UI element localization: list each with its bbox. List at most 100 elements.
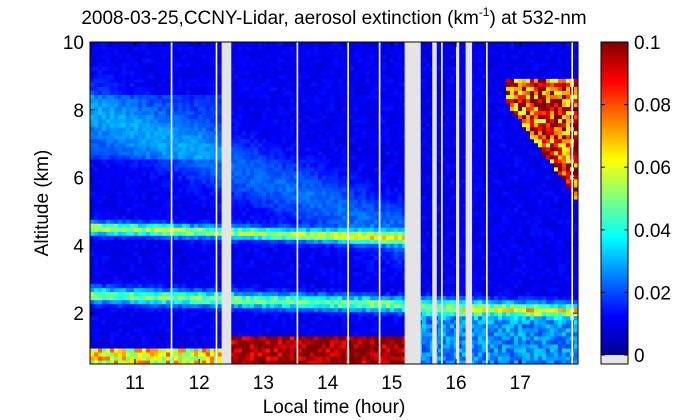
heatmap-cell (98, 307, 103, 313)
heatmap-cell (298, 239, 303, 244)
heatmap-cell (102, 299, 107, 305)
heatmap-cell (146, 351, 151, 357)
heatmap-cell (174, 178, 179, 184)
heatmap-cell (178, 90, 183, 95)
heatmap-cell (142, 203, 147, 208)
heatmap-cell (254, 70, 259, 75)
heatmap-cell (150, 235, 155, 240)
heatmap-cell (110, 58, 115, 63)
heatmap-cell (246, 235, 251, 240)
heatmap-cell (246, 279, 251, 285)
heatmap-cell (210, 74, 215, 79)
heatmap-cell (106, 319, 111, 325)
heatmap-cell (298, 142, 303, 148)
heatmap-cell (322, 182, 327, 188)
heatmap-cell (302, 110, 307, 116)
heatmap-cell (166, 259, 171, 264)
heatmap-cell (178, 279, 183, 285)
heatmap-cell (258, 255, 263, 260)
heatmap-cell (230, 102, 235, 108)
heatmap-cell (238, 186, 243, 192)
heatmap-cell (334, 122, 339, 128)
heatmap-cell (142, 182, 147, 188)
heatmap-cell (98, 271, 103, 277)
heatmap-cell (294, 146, 299, 152)
heatmap-cell (126, 186, 131, 192)
heatmap-cell (150, 215, 155, 220)
heatmap-cell (230, 126, 235, 132)
heatmap-cell (130, 150, 135, 156)
heatmap-cell (98, 134, 103, 140)
heatmap-cell (138, 311, 143, 317)
heatmap-cell (298, 339, 303, 345)
heatmap-cell (334, 295, 339, 301)
heatmap-cell (234, 154, 239, 160)
heatmap-cell (234, 339, 239, 345)
heatmap-cell (118, 323, 123, 329)
heatmap-cell (266, 118, 271, 124)
heatmap-cell (90, 142, 95, 148)
heatmap-cell (294, 323, 299, 329)
heatmap-cell (94, 331, 99, 337)
heatmap-cell (150, 150, 155, 156)
heatmap-cell (98, 86, 103, 91)
heatmap-cell (106, 186, 111, 192)
heatmap-cell (210, 323, 215, 329)
heatmap-cell (186, 303, 191, 309)
heatmap-cell (190, 66, 195, 71)
heatmap-cell (162, 275, 167, 281)
heatmap-cell (266, 335, 271, 341)
heatmap-cell (258, 78, 263, 83)
heatmap-cell (138, 359, 143, 364)
heatmap-cell (90, 122, 95, 128)
heatmap-cell (310, 331, 315, 337)
heatmap-cell (250, 207, 255, 212)
heatmap-cell (206, 138, 211, 144)
heatmap-cell (146, 70, 151, 75)
heatmap-cell (238, 178, 243, 184)
heatmap-cell (210, 235, 215, 240)
heatmap-cell (282, 70, 287, 75)
heatmap-cell (102, 275, 107, 281)
heatmap-cell (274, 267, 279, 273)
heatmap-cell (298, 299, 303, 305)
heatmap-cell (210, 106, 215, 112)
heatmap-cell (230, 186, 235, 192)
heatmap-cell (290, 158, 295, 164)
heatmap-cell (186, 166, 191, 172)
heatmap-cell (158, 86, 163, 91)
heatmap-cell (142, 110, 147, 116)
heatmap-cell (110, 94, 115, 99)
heatmap-cell (102, 287, 107, 293)
heatmap-cell (302, 54, 307, 59)
heatmap-cell (138, 255, 143, 260)
heatmap-cell (230, 247, 235, 252)
heatmap-cell (162, 130, 167, 136)
heatmap-cell (286, 283, 291, 289)
heatmap-cell (166, 54, 171, 59)
heatmap-cell (234, 118, 239, 124)
heatmap-cell (94, 279, 99, 285)
heatmap-cell (162, 174, 167, 180)
heatmap-cell (270, 182, 275, 188)
heatmap-cell (238, 235, 243, 240)
heatmap-cell (278, 46, 283, 51)
heatmap-cell (250, 110, 255, 116)
heatmap-cell (242, 158, 247, 164)
heatmap-cell (206, 54, 211, 59)
heatmap-cell (322, 359, 327, 364)
heatmap-cell (258, 227, 263, 232)
heatmap-cell (186, 142, 191, 148)
heatmap-cell (298, 255, 303, 260)
heatmap-cell (122, 267, 127, 273)
heatmap-cell (146, 138, 151, 144)
heatmap-cell (242, 198, 247, 204)
heatmap-cell (238, 70, 243, 75)
heatmap-cell (270, 311, 275, 317)
heatmap-cell (122, 122, 127, 128)
heatmap-cell (270, 331, 275, 337)
heatmap-cell (106, 219, 111, 224)
heatmap-cell (238, 287, 243, 293)
heatmap-cell (234, 110, 239, 116)
heatmap-cell (262, 271, 267, 277)
